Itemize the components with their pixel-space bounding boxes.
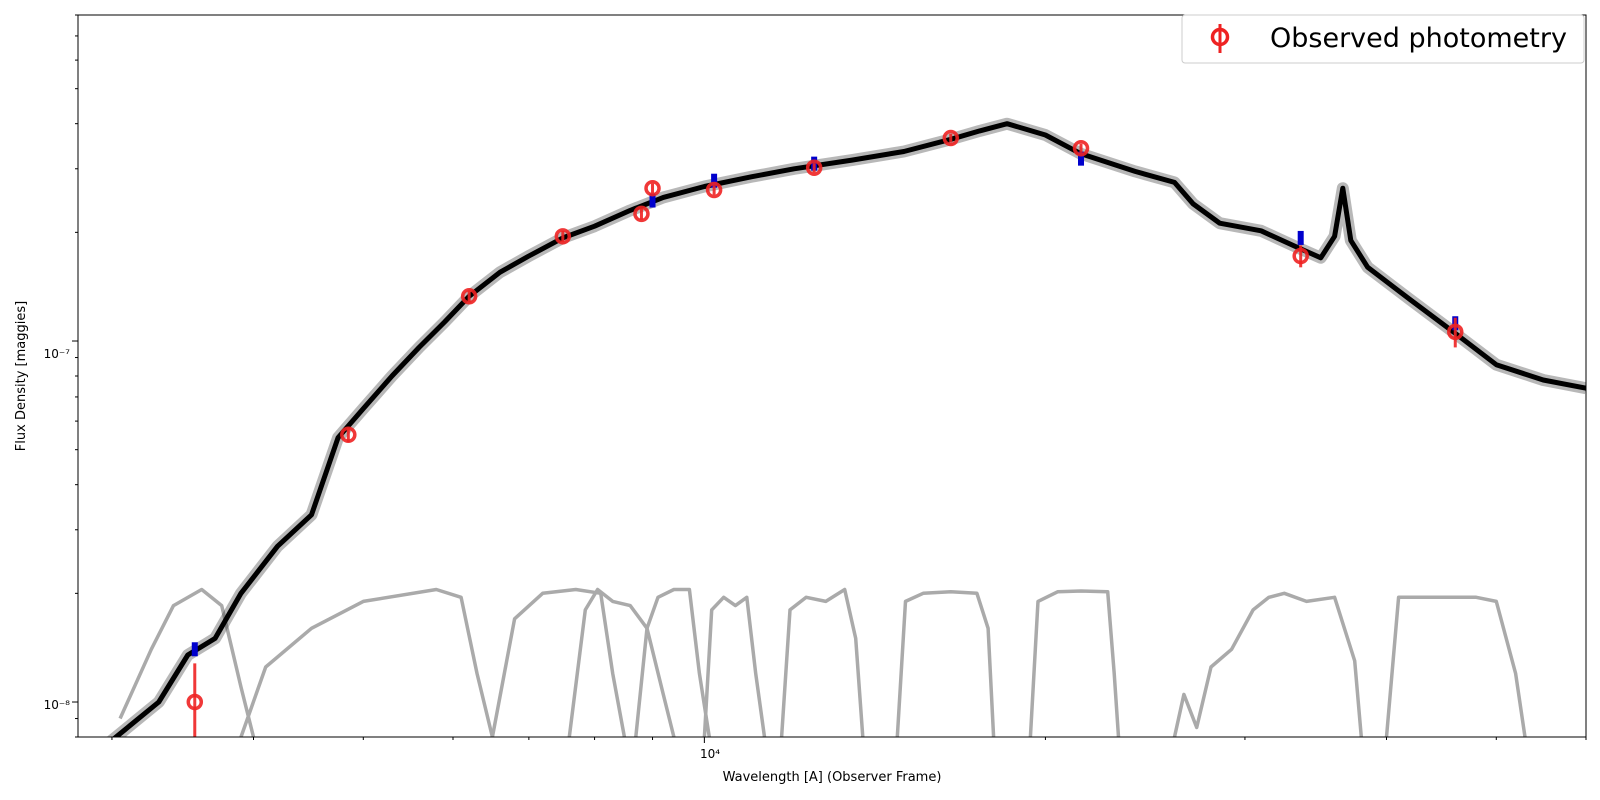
observed-point-marker <box>460 288 478 305</box>
filter-curves <box>118 587 1527 737</box>
observed-point-marker <box>1292 247 1309 265</box>
legend-entry-observed-photometry: Observed photometry <box>1270 23 1567 54</box>
filter-curve-3 <box>490 587 627 737</box>
x-axis: Wavelength [A] (Observer Frame) 10⁴ <box>111 737 1587 785</box>
filter-curve-9 <box>1028 589 1121 737</box>
filter-curve-2 <box>239 587 495 737</box>
observed-point-marker <box>805 159 823 176</box>
observed-point-marker <box>554 228 572 245</box>
observed-point <box>1292 245 1309 268</box>
filter-curve-11 <box>1384 595 1527 737</box>
observed-point <box>705 181 723 199</box>
observed-point <box>805 159 823 176</box>
filter-curve-1 <box>118 587 256 737</box>
plot-frame <box>77 14 1587 738</box>
observed-point-marker <box>942 129 960 147</box>
model-photometry-point <box>649 193 656 208</box>
filter-curve-5 <box>634 587 712 737</box>
model-spectrum-line <box>112 121 1586 737</box>
observed-point <box>460 288 478 305</box>
x-axis-label: Wavelength [A] (Observer Frame) <box>723 770 942 785</box>
filter-curve-7 <box>779 587 865 737</box>
model-photometry-point <box>711 173 718 188</box>
observed-point <box>633 205 650 223</box>
x-tick-label-1e4: 10⁴ <box>700 747 720 761</box>
filter-curve-6 <box>702 595 767 737</box>
model-photometry-point <box>1297 230 1304 245</box>
observed-point-marker <box>705 181 723 199</box>
y-tick-label-1e-7: 10⁻⁷ <box>44 347 71 361</box>
legend-box <box>1181 14 1585 64</box>
observed-point <box>942 129 960 147</box>
model-spectrum-band <box>106 117 1586 737</box>
legend-marker <box>1210 27 1230 47</box>
y-axis: Flux Density [maggies] 10⁻⁷ 10⁻⁸ <box>14 14 78 738</box>
filter-curve-4 <box>567 587 676 737</box>
filter-curve-8 <box>895 590 996 737</box>
model-photometry <box>191 151 1459 657</box>
filter-curve-10 <box>1172 591 1364 737</box>
model-spectrum <box>106 117 1586 737</box>
observed-point-marker <box>340 426 357 443</box>
observed-point-marker <box>186 693 204 711</box>
model-photometry-point <box>191 642 198 657</box>
y-axis-label: Flux Density [maggies] <box>14 301 29 451</box>
observed-point <box>1072 139 1090 157</box>
observed-point-marker <box>644 179 661 197</box>
legend: Observed photometry <box>1181 14 1585 64</box>
model-photometry-point <box>1078 151 1085 166</box>
observed-point-marker <box>1447 323 1464 341</box>
observed-photometry <box>186 129 1464 737</box>
observed-point <box>554 228 572 245</box>
observed-point <box>1447 317 1464 348</box>
observed-point-marker <box>633 205 650 223</box>
observed-point <box>186 663 204 737</box>
observed-point <box>644 179 661 197</box>
observed-point-marker <box>1072 139 1090 157</box>
y-tick-label-1e-8: 10⁻⁸ <box>44 698 71 712</box>
observed-point <box>340 426 357 443</box>
